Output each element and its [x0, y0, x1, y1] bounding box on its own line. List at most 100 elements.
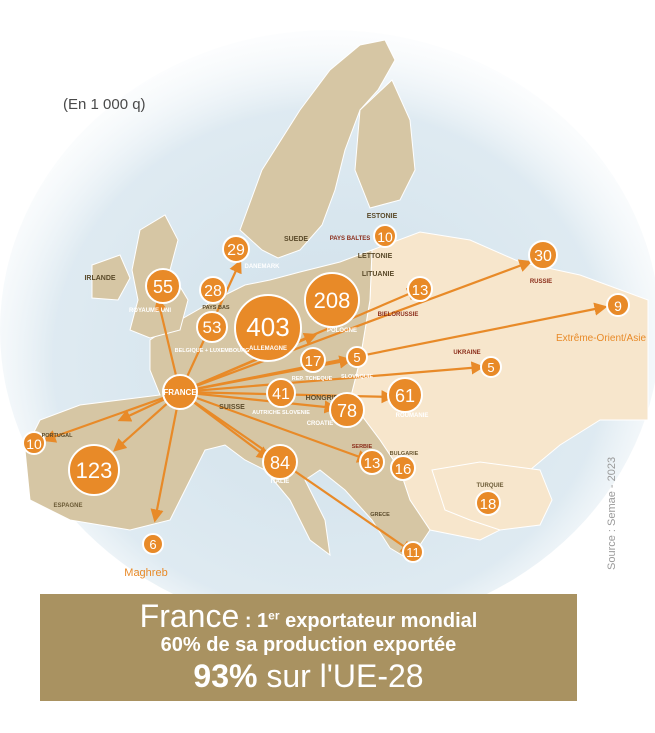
- arrow-italie: [179, 391, 271, 460]
- bubble-pays-bas: [199, 276, 227, 304]
- label-roumanie: ROUMANIE: [396, 413, 429, 419]
- bubble-bulgarie: [390, 455, 416, 481]
- bubble-bielorussie: [407, 276, 433, 302]
- label-bulgarie: BULGARIE: [390, 451, 419, 457]
- value-royaume-uni: 55: [153, 277, 173, 297]
- value-croatie: 78: [337, 401, 357, 421]
- land-finland: [354, 79, 416, 209]
- label-pays-bas: PAYS BAS: [202, 305, 230, 311]
- value-allemagne: 403: [246, 312, 289, 342]
- label-croatie: CROATIE: [307, 421, 334, 427]
- arrow-croatie: [179, 390, 338, 414]
- banner-country: France: [139, 598, 240, 634]
- bubble-danemark: [222, 235, 250, 263]
- value-slovaquie: 5: [353, 350, 360, 365]
- bubble-autriche: [266, 378, 296, 408]
- value-danemark: 29: [227, 242, 245, 259]
- bubble-italie: [262, 444, 298, 480]
- banner-pct: 93%: [193, 658, 258, 694]
- map-label-suede: SUEDE: [284, 236, 308, 243]
- arrow-grece: [179, 391, 415, 554]
- value-ukraine: 5: [487, 360, 494, 375]
- value-pays-baltes: 10: [377, 229, 393, 245]
- value-maghreb: 6: [149, 537, 156, 552]
- value-serbie: 13: [364, 455, 381, 472]
- value-pologne: 208: [314, 288, 351, 313]
- label-pologne: POLOGNE: [327, 328, 357, 334]
- banner-rank-sup: er: [268, 608, 280, 623]
- label-italie: ITALIE: [271, 479, 290, 485]
- land-scandinavia: [239, 39, 396, 259]
- label-slovaquie: SLOVAQUIE: [341, 374, 373, 380]
- bubble-tcheque: [300, 347, 326, 373]
- label-grece: GRECE: [370, 512, 390, 518]
- banner-sep: :: [239, 610, 258, 632]
- label-serbie: SERBIE: [352, 444, 373, 450]
- label-extreme-orient: Extrême-Orient/Asie: [556, 333, 646, 344]
- value-belgique: 53: [203, 318, 222, 337]
- map-label-suisse: SUISSE: [219, 404, 245, 411]
- value-roumanie: 61: [395, 386, 415, 406]
- banner-rank: 1: [257, 610, 269, 632]
- bubble-roumanie: [387, 377, 423, 413]
- bubble-espagne: [68, 444, 120, 496]
- bubble-serbie: [359, 449, 385, 475]
- label-tcheque: REP. TCHEQUE: [292, 376, 333, 382]
- label-belgique: BELGIQUE + LUXEMBOURG: [175, 348, 250, 354]
- bubble-pays-baltes: [373, 224, 397, 248]
- bubble-pologne: [304, 272, 360, 328]
- label-pays-baltes: PAYS BALTES: [330, 236, 371, 242]
- bubble-russie: [528, 240, 558, 270]
- label-bielorussie: BIELORUSSIE: [378, 312, 419, 318]
- bubble-portugal: [22, 431, 46, 455]
- banner-line1-rest: exportateur mondial: [279, 610, 478, 632]
- label-espagne: ESPAGNE: [54, 503, 83, 509]
- value-pays-bas: 28: [204, 283, 222, 300]
- label-allemagne: ALLEMAGNE: [249, 346, 287, 352]
- arrow-portugal: [42, 390, 181, 443]
- map-label-estonie: ESTONIE: [367, 213, 398, 220]
- source-note: Source : Semae - 2023: [606, 456, 618, 570]
- map-label-lituanie: LITUANIE: [362, 271, 395, 278]
- banner-line-3: 93% sur l'UE-28: [40, 658, 577, 695]
- land-ireland: [91, 254, 131, 301]
- bubble-croatie: [329, 392, 365, 428]
- label-danemark: DANEMARK: [245, 264, 281, 270]
- value-russie: 30: [534, 248, 552, 265]
- label-turquie: TURQUIE: [477, 483, 504, 489]
- bubble-grece: [402, 541, 424, 563]
- banner-line-1: France : 1er exportateur mondial: [40, 598, 577, 635]
- origin-hub: FRANCE: [162, 374, 198, 410]
- value-bielorussie: 13: [412, 282, 429, 299]
- value-extreme-orient: 9: [614, 298, 622, 314]
- value-portugal: 10: [26, 436, 42, 452]
- arrow-serbie: [179, 390, 371, 463]
- value-grece: 11: [406, 545, 420, 560]
- value-espagne: 123: [76, 458, 113, 483]
- bubble-ukraine: [480, 356, 502, 378]
- bubble-allemagne: [234, 294, 302, 362]
- banner-line3-rest: sur l'UE-28: [257, 658, 424, 694]
- value-turquie: 18: [480, 496, 497, 513]
- label-autriche: AUTRICHE SLOVENIE: [252, 410, 310, 416]
- value-bulgarie: 16: [395, 461, 412, 478]
- label-russie: RUSSIE: [530, 279, 552, 285]
- value-tcheque: 17: [305, 353, 322, 370]
- bubble-maghreb: [142, 533, 164, 555]
- label-ukraine: UKRAINE: [453, 350, 480, 356]
- arrow-maghreb: [150, 391, 182, 523]
- map-label-hongrie: HONGRIE: [306, 395, 339, 402]
- arrow-ukraine: [179, 361, 485, 394]
- summary-banner: France : 1er exportateur mondial 60% de …: [40, 594, 577, 701]
- map-label-lettonie: LETTONIE: [358, 253, 393, 260]
- value-autriche: 41: [272, 386, 290, 403]
- bubble-extreme-orient: [606, 293, 630, 317]
- banner-line-2: 60% de sa production exportée: [160, 634, 457, 656]
- origin-label: FRANCE: [163, 388, 197, 397]
- arrow-russie: [179, 259, 533, 394]
- unit-note: (En 1 000 q): [63, 96, 146, 113]
- bubble-belgique: [196, 311, 228, 343]
- label-portugal: PORTUGAL: [42, 433, 74, 439]
